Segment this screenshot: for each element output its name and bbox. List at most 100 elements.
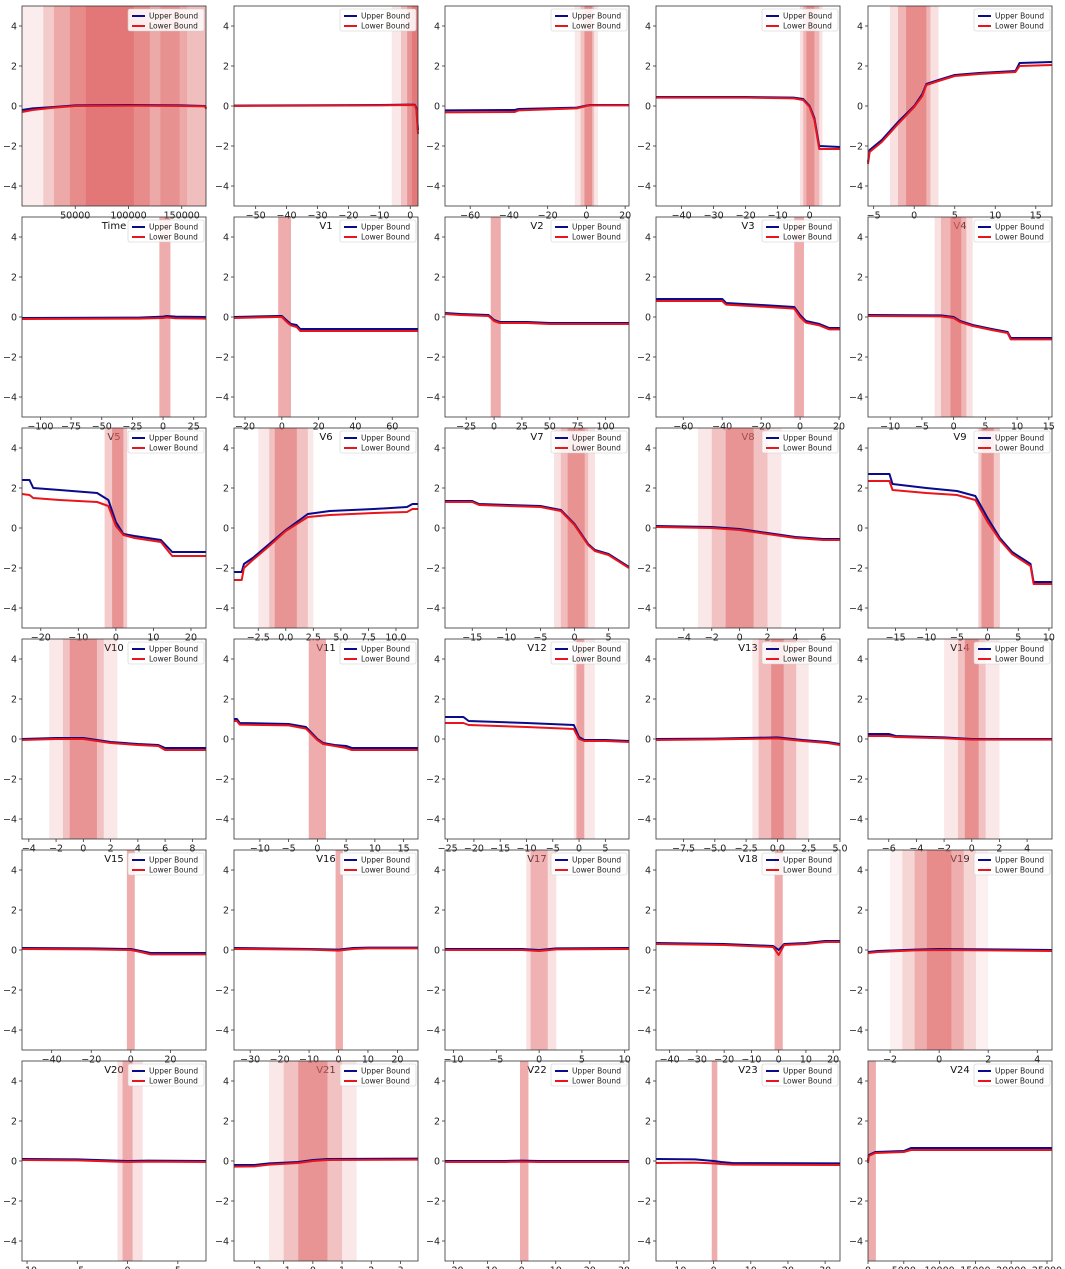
x-tick-label: −10 bbox=[299, 1055, 319, 1066]
x-tick-label: 60 bbox=[386, 422, 398, 433]
x-tick-label: −20 bbox=[464, 844, 484, 855]
x-tick-label: −50 bbox=[92, 422, 112, 433]
legend-upper-label: Upper Bound bbox=[149, 645, 198, 654]
x-tick-label: 0 bbox=[491, 422, 497, 433]
y-tick-label: −2 bbox=[3, 1196, 17, 1207]
legend-upper-label: Upper Bound bbox=[361, 1067, 410, 1076]
x-tick-label: −2 bbox=[937, 844, 951, 855]
legend-lower-label: Lower Bound bbox=[572, 233, 621, 242]
legend-lower-label: Lower Bound bbox=[361, 233, 410, 242]
axes-frame bbox=[867, 1060, 1053, 1262]
x-tick-label: 8 bbox=[189, 844, 195, 855]
upper-bound-line bbox=[21, 315, 207, 319]
y-tick-label: 2 bbox=[11, 694, 17, 705]
x-tick-label: −20 bbox=[81, 1055, 101, 1066]
x-axis-label: V19 bbox=[950, 854, 970, 865]
legend-upper-label: Upper Bound bbox=[783, 434, 832, 443]
legend-upper-label: Upper Bound bbox=[149, 434, 198, 443]
y-tick-label: 4 bbox=[857, 654, 863, 665]
x-tick-label: 0 bbox=[125, 1266, 131, 1269]
y-tick-label: −4 bbox=[849, 1025, 863, 1036]
y-tick-label: −2 bbox=[426, 141, 440, 152]
lower-bound-line bbox=[233, 104, 419, 135]
lower-bound-line bbox=[233, 316, 418, 332]
y-tick-label: 2 bbox=[645, 905, 651, 916]
x-tick-label: 10 bbox=[1011, 422, 1023, 433]
x-tick-label: 25 bbox=[516, 422, 528, 433]
x-tick-label: 5 bbox=[343, 844, 349, 855]
legend-lower-label: Lower Bound bbox=[995, 233, 1044, 242]
y-tick-label: −2 bbox=[3, 563, 17, 574]
x-tick-label: 1 bbox=[339, 1266, 345, 1269]
x-tick-label: −10 bbox=[478, 1266, 498, 1269]
y-tick-label: −2 bbox=[849, 985, 863, 996]
x-tick-label: −2 bbox=[49, 844, 63, 855]
x-tick-label: −5 bbox=[950, 633, 964, 644]
x-tick-label: −20 bbox=[538, 211, 558, 222]
y-tick-label: 2 bbox=[223, 694, 229, 705]
lower-bound-line bbox=[444, 313, 629, 325]
y-tick-label: 0 bbox=[857, 101, 863, 112]
x-tick-label: −10 bbox=[741, 1055, 761, 1066]
y-tick-label: −4 bbox=[3, 392, 17, 403]
y-tick-label: 2 bbox=[223, 905, 229, 916]
legend-upper-label: Upper Bound bbox=[995, 223, 1044, 232]
x-tick-label: 10 bbox=[147, 633, 159, 644]
y-tick-label: 0 bbox=[857, 945, 863, 956]
pdp-panel-v18: −4 −2 0 2 4 −7.5 −5.0 −2.5 0.0 2.5 5.0 V18 Upper Bou… bbox=[637, 638, 848, 865]
lower-bound-line bbox=[445, 722, 630, 743]
y-tick-label: 4 bbox=[857, 232, 863, 243]
y-tick-label: 2 bbox=[11, 905, 17, 916]
x-tick-label: 100 bbox=[597, 422, 615, 433]
y-tick-label: −2 bbox=[849, 774, 863, 785]
lower-bound-line bbox=[656, 96, 840, 150]
x-axis-label: V10 bbox=[104, 643, 124, 654]
lower-bound-line bbox=[445, 948, 630, 952]
density-band bbox=[981, 428, 994, 628]
y-tick-label: −4 bbox=[3, 814, 17, 825]
lower-bound-line bbox=[656, 300, 840, 331]
x-tick-label: −20 bbox=[443, 1266, 463, 1269]
x-tick-label: 25000 bbox=[1032, 1266, 1062, 1269]
lower-bound-line bbox=[234, 508, 418, 581]
y-tick-label: −4 bbox=[215, 181, 229, 192]
y-tick-label: 2 bbox=[857, 694, 863, 705]
y-tick-label: 0 bbox=[11, 101, 17, 112]
y-tick-label: 4 bbox=[434, 1076, 440, 1087]
axes-frame bbox=[655, 849, 841, 1051]
x-tick-label: 10 bbox=[800, 1055, 812, 1066]
axes-frame bbox=[444, 216, 630, 418]
y-tick-label: 4 bbox=[434, 21, 440, 32]
y-tick-label: 2 bbox=[857, 61, 863, 72]
y-tick-label: 0 bbox=[857, 523, 863, 534]
x-axis-label: V9 bbox=[953, 432, 966, 443]
x-tick-label: 0 bbox=[113, 633, 119, 644]
x-tick-label: −10 bbox=[516, 844, 536, 855]
x-tick-label: −30 bbox=[307, 211, 327, 222]
x-tick-label: 0 bbox=[911, 211, 917, 222]
y-tick-label: −4 bbox=[426, 392, 440, 403]
x-tick-label: −2 bbox=[883, 1055, 897, 1066]
y-tick-label: −4 bbox=[637, 392, 651, 403]
legend-lower-label: Lower Bound bbox=[361, 866, 410, 875]
legend-lower-label: Lower Bound bbox=[995, 444, 1044, 453]
x-tick-label: 0 bbox=[279, 422, 285, 433]
y-tick-label: −4 bbox=[215, 1025, 229, 1036]
x-tick-label: 0 bbox=[737, 633, 743, 644]
y-tick-label: −2 bbox=[215, 141, 229, 152]
y-tick-label: 2 bbox=[645, 1116, 651, 1127]
x-tick-label: −10 bbox=[369, 211, 389, 222]
legend-lower-label: Lower Bound bbox=[572, 444, 621, 453]
y-tick-label: −4 bbox=[637, 181, 651, 192]
x-tick-label: −5 bbox=[489, 1055, 503, 1066]
legend-lower-label: Lower Bound bbox=[361, 655, 410, 664]
x-tick-label: −60 bbox=[673, 422, 693, 433]
x-tick-label: −100 bbox=[27, 422, 53, 433]
